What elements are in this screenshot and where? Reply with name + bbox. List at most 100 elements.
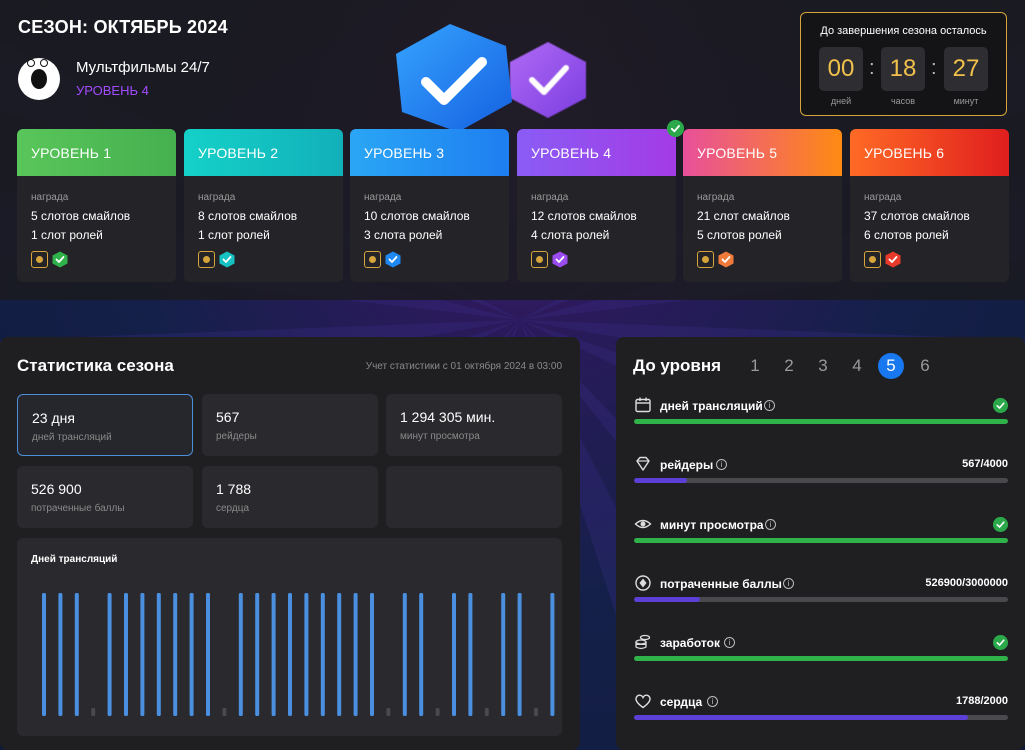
progress-label: заработок [660,636,720,650]
progress-label: минут просмотра [660,518,764,532]
stat-value: 526 900 [31,481,82,497]
diamond-icon [636,456,650,471]
progress-fill [634,419,1008,424]
chart-bar[interactable] [468,593,473,716]
progress-track [634,419,1008,424]
level-card-1[interactable]: УРОВЕНЬ 1 награда 5 слотов смайлов 1 слот р… [17,129,176,282]
level-tab-4[interactable]: 4 [852,356,862,375]
progress-value: 1788/2000 [956,695,1008,707]
reward-emotes: 8 слотов смайлов [198,209,298,223]
stat-value: 1 788 [216,481,252,497]
chart-bar[interactable] [107,593,112,716]
stat-card-hearts[interactable]: 1 788 сердца [202,466,378,528]
reward-icons [198,251,235,268]
level-badge-icon [52,251,68,268]
channel-level: УРОВЕНЬ 4 [76,83,149,98]
chart-bar[interactable] [402,593,407,716]
info-icon[interactable]: i [764,400,775,411]
chart-bar[interactable] [140,593,145,716]
level-tab-1[interactable]: 1 [750,356,760,375]
level-card-2[interactable]: УРОВЕНЬ 2 награда 8 слотов смайлов 1 слот р… [184,129,343,282]
timer-colon: : [931,57,937,79]
chart-bar[interactable] [238,593,243,716]
chart-bar[interactable] [255,593,260,716]
reward-emotes: 12 слотов смайлов [531,209,637,223]
chart-bar[interactable] [452,593,456,716]
info-icon[interactable]: i [716,459,727,470]
level-badge-main-icon [396,24,512,132]
chart-bar[interactable] [288,593,292,716]
stat-card-empty [386,466,562,528]
reward-label: награда [697,192,735,203]
stat-label: дней трансляций [32,432,112,443]
reward-label: награда [864,192,902,203]
chart-bar[interactable] [271,593,276,716]
level-badge-icon [219,251,235,268]
stat-value: 23 дня [32,410,75,426]
avatar[interactable] [18,58,60,100]
stat-card-points-spent[interactable]: 526 900 потраченные баллы [17,466,193,528]
info-icon[interactable]: i [724,637,735,648]
info-icon[interactable]: i [783,578,794,589]
progress-label: рейдеры [660,458,714,472]
progress-track [634,538,1008,543]
stat-label: сердца [216,503,250,514]
chart-bar[interactable] [189,593,194,716]
medal-icon [198,251,215,268]
level-card-5[interactable]: УРОВЕНЬ 5 награда 21 слот смайлов 5 слотов … [683,129,842,282]
chart-bar[interactable] [156,593,161,716]
reward-emotes: 21 слот смайлов [697,209,790,223]
medal-icon [531,251,548,268]
info-icon[interactable]: i [707,696,718,707]
level-tab-6[interactable]: 6 [920,356,930,375]
stat-card-stream-days[interactable]: 23 дня дней трансляций [17,394,193,456]
level-tab-3[interactable]: 3 [818,356,828,375]
chart-bar[interactable] [419,593,424,716]
chart-bar[interactable] [42,593,46,716]
reward-icons [364,251,401,268]
level-card-4[interactable]: УРОВЕНЬ 4 награда 12 слотов смайлов 4 слота… [517,120,684,282]
calendar-icon [635,397,651,413]
chart-bar[interactable] [320,593,325,716]
channel-name[interactable]: Мультфильмы 24/7 [76,59,210,76]
chart-bar[interactable] [550,593,555,716]
chart-bar[interactable] [370,593,374,716]
chart-bar[interactable] [337,593,342,716]
chart-bar[interactable] [91,708,96,716]
level-tab-5[interactable]: 5 [878,353,904,379]
chart-bar[interactable] [353,593,358,716]
timer-days-label: дней [830,96,852,106]
timer-minutes: 27 [944,47,988,91]
stat-card-watch-minutes[interactable]: 1 294 305 мин. минут просмотра [386,394,562,456]
chart-bar[interactable] [534,708,538,716]
level-badge-icon [885,251,901,268]
level-card-3[interactable]: УРОВЕНЬ 3 награда 10 слотов смайлов 3 слота… [350,129,509,282]
level-tab-2[interactable]: 2 [784,356,794,375]
chart-bar[interactable] [74,593,79,716]
stat-card-raiders[interactable]: 567 рейдеры [202,394,378,456]
stat-label: потраченные баллы [31,503,125,514]
level-badge-icon [385,251,401,268]
chart-bar[interactable] [58,593,63,716]
reward-roles: 1 слот ролей [198,228,270,242]
points-icon [635,575,651,591]
medal-icon [864,251,881,268]
chart-bar[interactable] [435,708,440,716]
chart-bar[interactable] [386,708,391,716]
chart-bar[interactable] [484,708,489,716]
info-icon[interactable]: i [765,519,776,530]
progress-value: 526900/3000000 [925,577,1008,589]
chart-bar[interactable] [124,593,128,716]
level-card-title: УРОВЕНЬ 6 [850,129,1009,176]
level-card-title: УРОВЕНЬ 2 [184,129,343,176]
level-card-6[interactable]: УРОВЕНЬ 6 награда 37 слотов смайлов 6 слото… [850,129,1009,282]
chart-bar[interactable] [304,593,309,716]
chart-bar[interactable] [173,593,178,716]
chart-bar[interactable] [206,593,210,716]
progress-fill [634,656,1008,661]
stats-note: Учет статистики с 01 октября 2024 в 03:0… [365,361,562,372]
chart-bar[interactable] [517,593,522,716]
reward-label: награда [198,192,236,203]
chart-bar[interactable] [222,708,227,716]
chart-bar[interactable] [501,593,506,716]
